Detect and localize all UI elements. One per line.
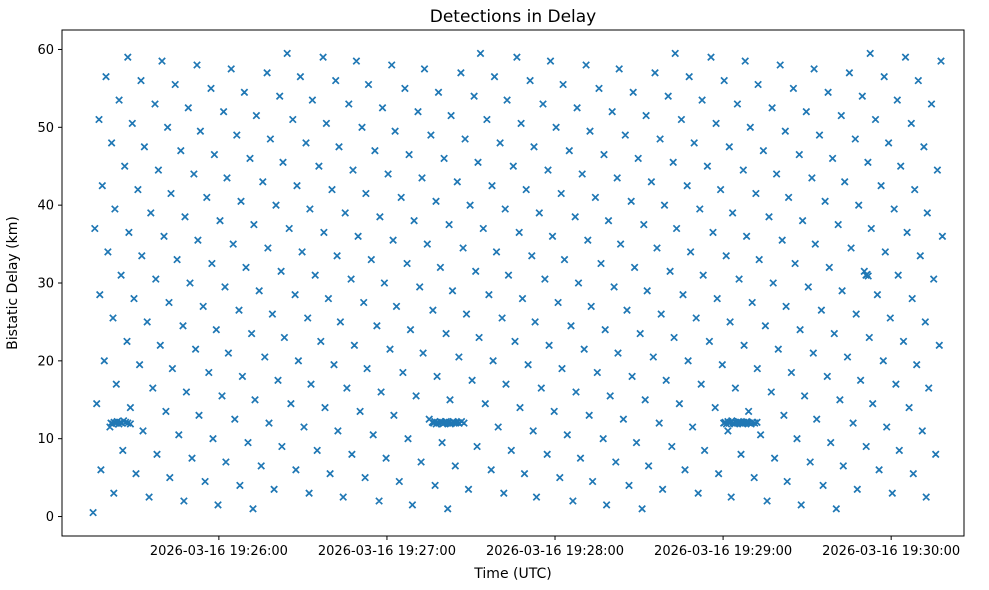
x-tick-label: 2026-03-16 19:30:00	[822, 544, 960, 559]
y-axis-ticks: 0 10 20 30 40 50 60	[37, 43, 62, 525]
y-tick-label: 40	[37, 199, 54, 214]
y-axis-label: Bistatic Delay (km)	[5, 216, 21, 350]
scatter-points	[89, 49, 947, 517]
y-tick-label: 20	[37, 354, 54, 369]
chart-title: Detections in Delay	[430, 7, 597, 27]
y-tick-label: 60	[37, 43, 54, 58]
x-axis-ticks: 2026-03-16 19:26:00 2026-03-16 19:27:00 20…	[150, 536, 960, 559]
x-axis-label: Time (UTC)	[473, 566, 551, 582]
x-tick-label: 2026-03-16 19:27:00	[318, 544, 456, 559]
y-tick-label: 10	[37, 432, 54, 447]
x-tick-label: 2026-03-16 19:28:00	[486, 544, 624, 559]
y-tick-label: 50	[37, 121, 54, 136]
y-tick-label: 0	[46, 510, 54, 525]
y-tick-label: 30	[37, 277, 54, 292]
plot-area	[61, 29, 965, 537]
x-tick-label: 2026-03-16 19:29:00	[654, 544, 792, 559]
x-tick-label: 2026-03-16 19:26:00	[150, 544, 288, 559]
